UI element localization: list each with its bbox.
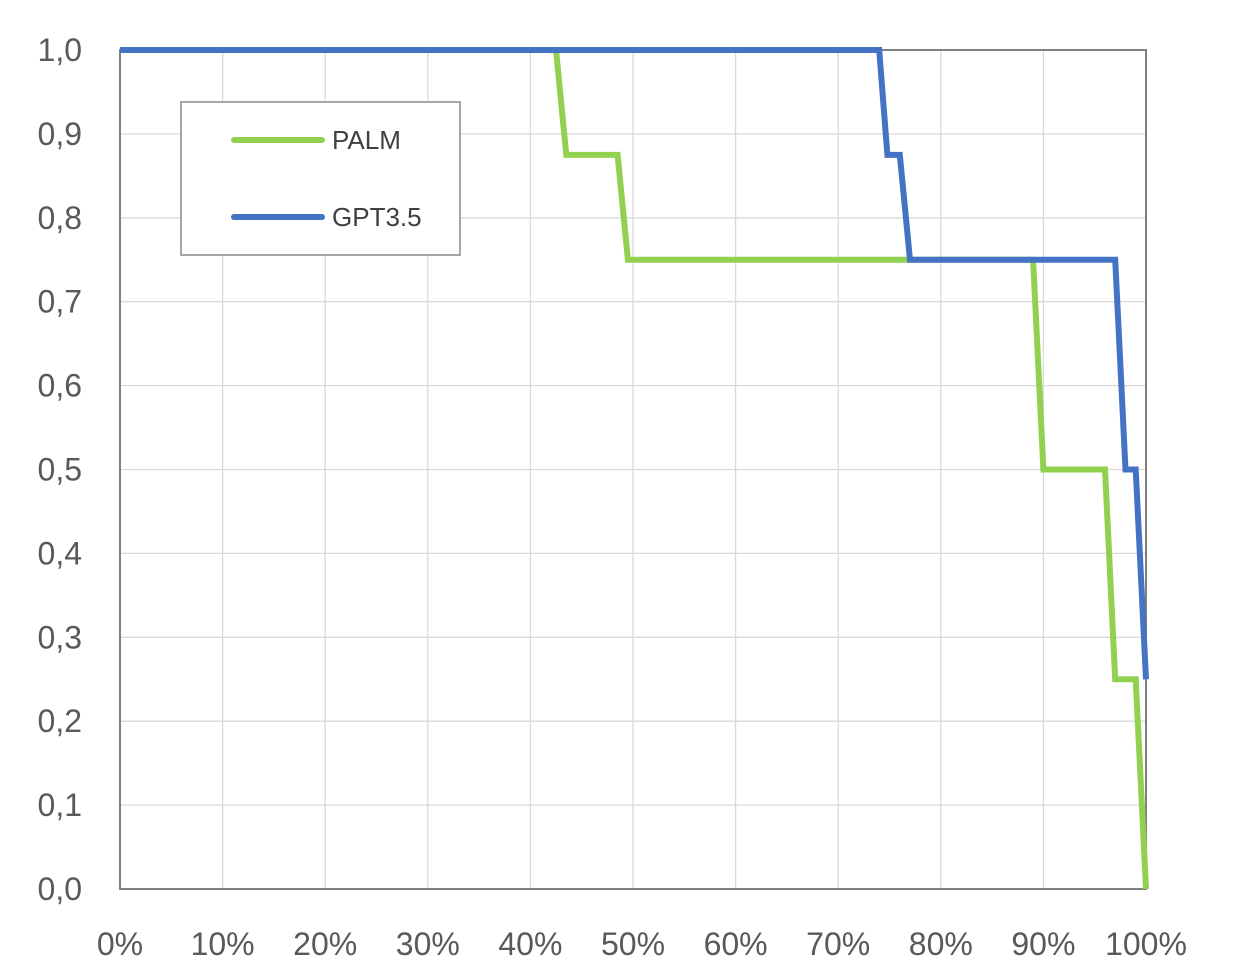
y-axis-tick-labels: 0,0 0,1 0,2 0,3 0,4 0,5 0,6 0,7 0,8 0,9 1,0 — [38, 32, 82, 907]
x-tick-label: 70% — [806, 926, 870, 962]
x-tick-label: 50% — [601, 926, 665, 962]
grid-lines — [120, 50, 1146, 889]
x-tick-label: 0% — [97, 926, 143, 962]
legend-label-palm: PALM — [332, 125, 401, 155]
x-tick-label: 30% — [396, 926, 460, 962]
y-tick-label: 0,7 — [38, 284, 82, 320]
y-tick-label: 0,0 — [38, 871, 82, 907]
series-line-gpt35 — [120, 47, 1149, 680]
x-tick-label: 20% — [293, 926, 357, 962]
y-tick-label: 0,2 — [38, 703, 82, 739]
y-tick-label: 0,6 — [38, 368, 82, 404]
y-tick-label: 0,9 — [38, 116, 82, 152]
y-tick-label: 0,8 — [38, 200, 82, 236]
y-tick-label: 0,3 — [38, 619, 82, 655]
y-tick-label: 0,4 — [38, 535, 82, 571]
x-tick-label: 90% — [1011, 926, 1075, 962]
legend-label-gpt35: GPT3.5 — [332, 202, 422, 232]
y-tick-label: 0,1 — [38, 787, 82, 823]
series-lines — [120, 47, 1149, 890]
x-tick-label: 100% — [1105, 926, 1187, 962]
x-tick-label: 10% — [191, 926, 255, 962]
legend-box — [180, 101, 461, 256]
x-tick-label: 40% — [498, 926, 562, 962]
legend: PALM GPT3.5 — [180, 101, 461, 256]
x-tick-label: 60% — [704, 926, 768, 962]
y-tick-label: 0,5 — [38, 452, 82, 488]
x-tick-label: 80% — [909, 926, 973, 962]
x-axis-tick-labels: 0% 10% 20% 30% 40% 50% 60% 70% 80% 90% 100% — [97, 926, 1187, 962]
y-tick-label: 1,0 — [38, 32, 82, 68]
